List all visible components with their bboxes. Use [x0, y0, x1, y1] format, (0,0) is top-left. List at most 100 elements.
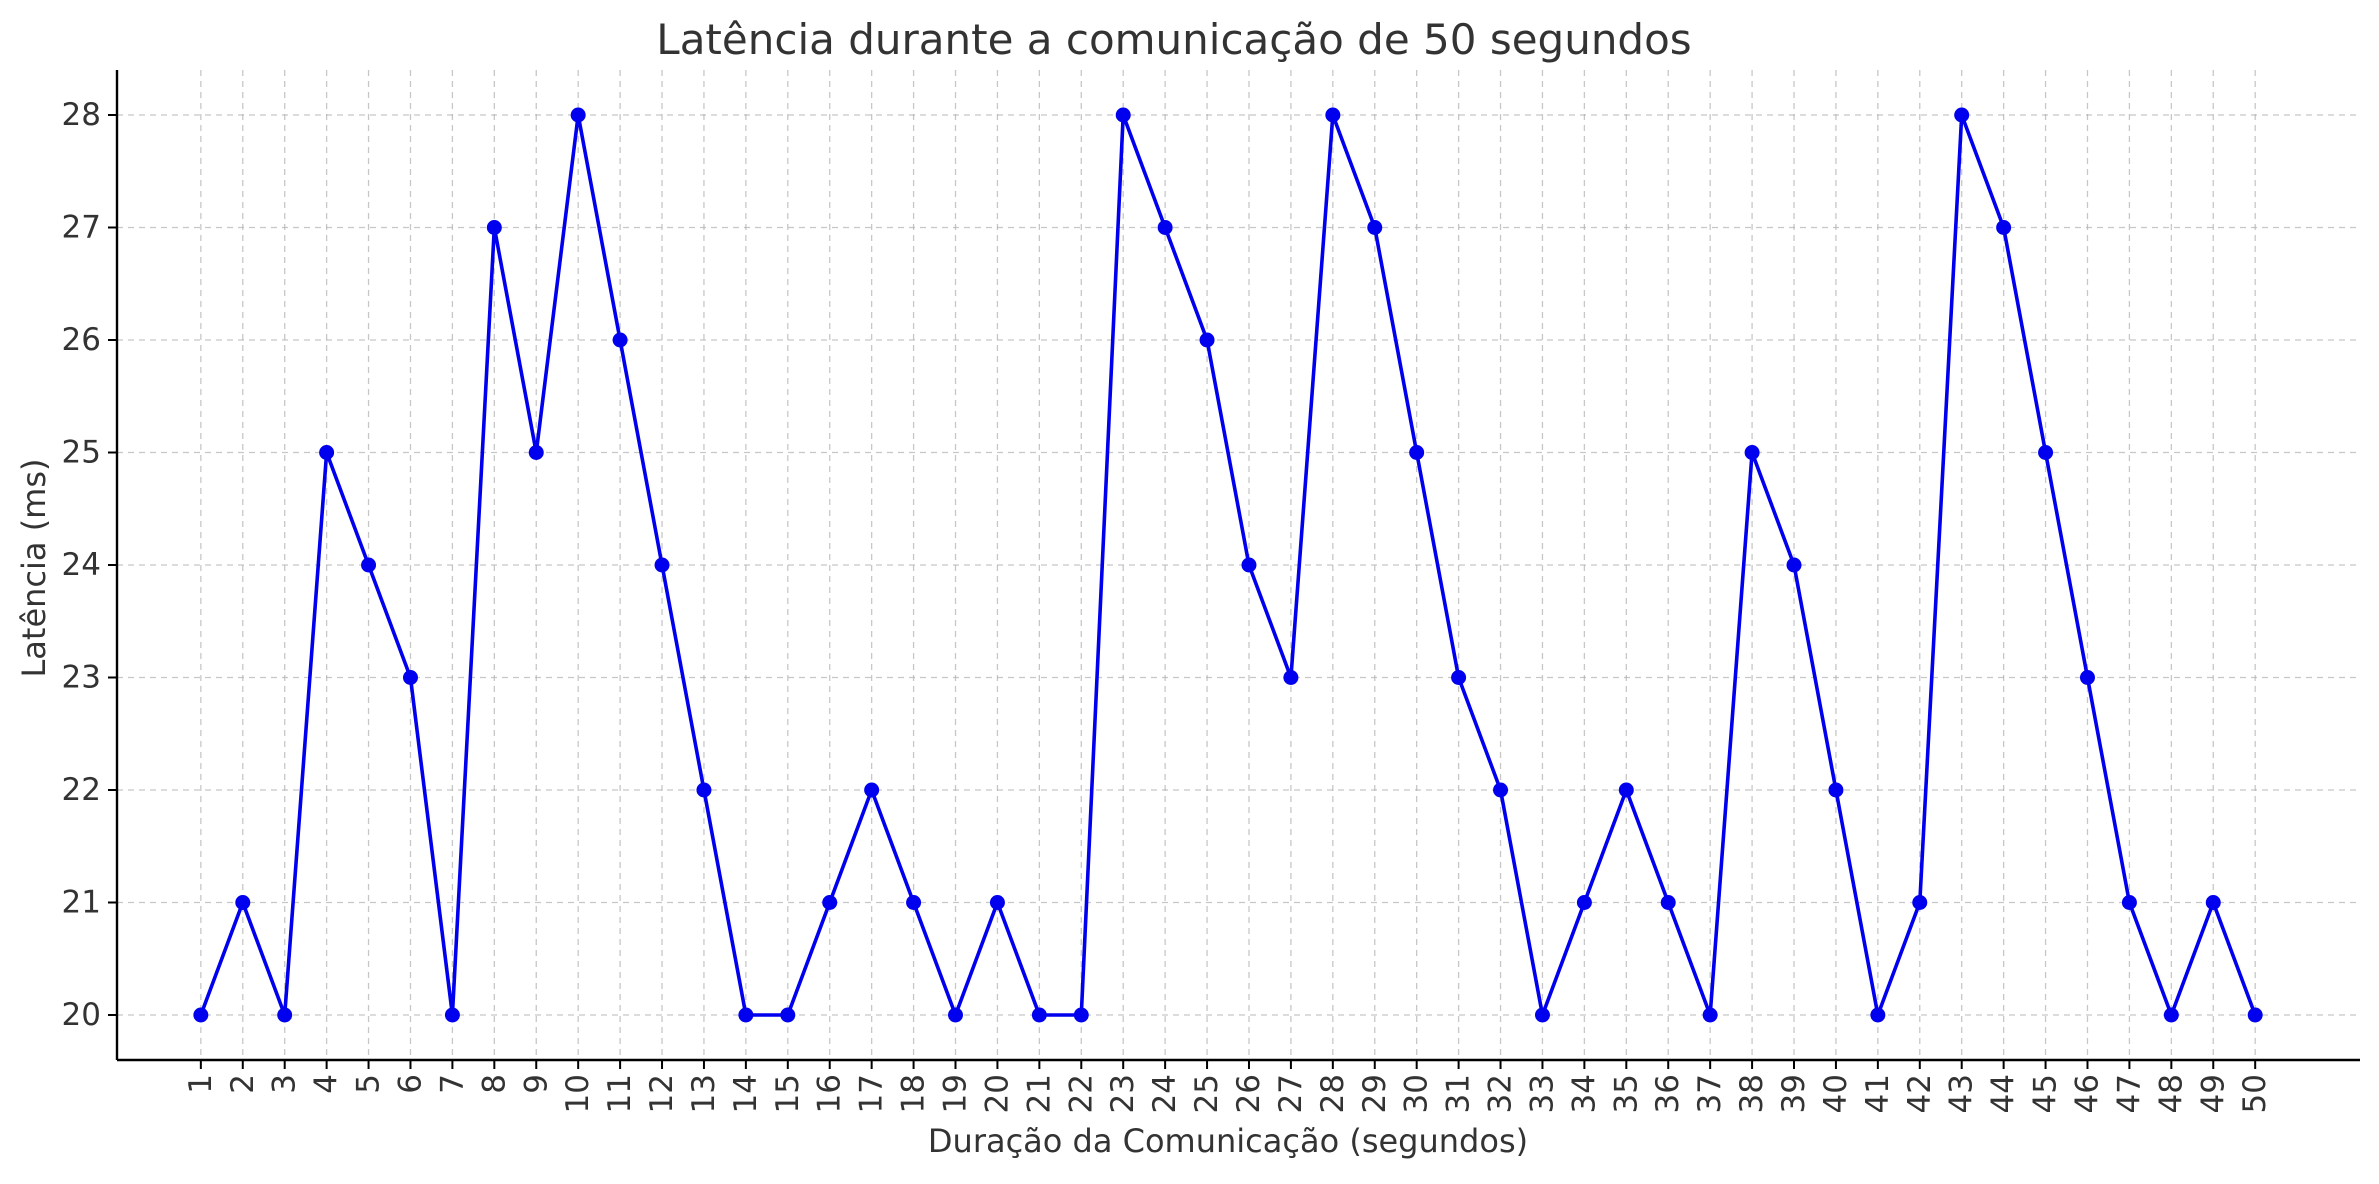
x-tick-label: 22	[1063, 1074, 1099, 1113]
x-tick-label: 31	[1441, 1074, 1477, 1113]
x-tick-label: 26	[1231, 1074, 1267, 1113]
data-point	[570, 107, 586, 123]
y-tick-label: 20	[62, 997, 101, 1033]
data-point	[1493, 782, 1509, 798]
x-tick-label: 3	[267, 1074, 303, 1094]
data-point	[235, 895, 251, 910]
x-tick-label: 48	[2153, 1074, 2189, 1113]
x-tick-label: 27	[1273, 1074, 1309, 1113]
data-point	[864, 782, 880, 798]
x-tick-label: 5	[351, 1074, 387, 1094]
data-point	[277, 1007, 293, 1023]
data-point	[2038, 445, 2054, 460]
data-point	[1912, 895, 1928, 910]
y-tick-label: 21	[62, 885, 101, 921]
data-point	[1241, 557, 1257, 573]
x-tick-label: 16	[812, 1074, 848, 1113]
x-tick-label: 37	[1692, 1074, 1728, 1113]
data-point	[1828, 782, 1844, 798]
x-tick-label: 15	[770, 1074, 806, 1113]
x-tick-label: 9	[518, 1074, 554, 1094]
data-point	[822, 895, 838, 910]
data-point	[2247, 1007, 2263, 1023]
data-point	[193, 1007, 209, 1023]
x-tick-label: 11	[602, 1074, 638, 1113]
x-axis-label: Duração da Comunicação (segundos)	[928, 1122, 1528, 1160]
x-tick-label: 39	[1776, 1074, 1812, 1113]
data-point	[948, 1007, 964, 1023]
x-tick-label: 14	[728, 1074, 764, 1113]
data-point	[444, 1007, 460, 1023]
data-point	[2079, 670, 2095, 685]
data-point	[1786, 557, 1802, 573]
x-tick-label: 7	[434, 1074, 470, 1094]
data-point	[1199, 332, 1215, 348]
x-tick-label: 40	[1818, 1074, 1854, 1113]
x-tick-label: 47	[2111, 1074, 2147, 1113]
x-axis-ticks: 1 2 3 4 5 6 7 8 9 10 11 12 13 14 15 16 17 18 19 20 21 22 23 24 2…	[183, 1060, 2273, 1113]
x-tick-label: 10	[560, 1074, 596, 1113]
y-tick-label: 22	[62, 772, 101, 808]
x-tick-label: 6	[392, 1074, 428, 1094]
x-tick-label: 19	[938, 1074, 974, 1113]
x-tick-label: 13	[686, 1074, 722, 1113]
x-tick-label: 46	[2069, 1074, 2105, 1113]
x-tick-label: 29	[1357, 1074, 1393, 1113]
data-point	[528, 445, 544, 460]
x-tick-label: 2	[225, 1074, 261, 1094]
chart-title: Latência durante a comunicação de 50 seg…	[656, 15, 1691, 64]
data-point	[319, 445, 335, 460]
y-gridlines	[117, 114, 2360, 1016]
x-tick-label: 24	[1147, 1074, 1183, 1113]
x-tick-label: 36	[1650, 1074, 1686, 1113]
x-tick-label: 33	[1524, 1074, 1560, 1113]
data-point	[1576, 895, 1592, 910]
x-tick-label: 35	[1608, 1074, 1644, 1113]
x-tick-label: 49	[2195, 1074, 2231, 1113]
x-tick-label: 42	[1902, 1074, 1938, 1113]
x-tick-label: 28	[1315, 1074, 1351, 1113]
data-point	[2163, 1007, 2179, 1023]
x-tick-label: 30	[1399, 1074, 1435, 1113]
x-tick-label: 38	[1734, 1074, 1770, 1113]
data-point	[361, 557, 377, 573]
data-point	[1702, 1007, 1718, 1023]
data-point	[654, 557, 670, 573]
y-tick-label: 23	[62, 660, 101, 696]
x-tick-label: 21	[1021, 1074, 1057, 1113]
x-tick-label: 8	[476, 1074, 512, 1094]
x-tick-label: 43	[1944, 1074, 1980, 1113]
data-point	[2121, 895, 2137, 910]
data-point	[2205, 895, 2221, 910]
x-tick-label: 34	[1566, 1074, 1602, 1113]
series-layer	[193, 107, 2263, 1023]
data-point	[1115, 107, 1131, 123]
y-tick-label: 26	[62, 322, 101, 358]
data-point	[402, 670, 418, 685]
x-tick-label: 20	[979, 1074, 1015, 1113]
data-point	[1660, 895, 1676, 910]
x-tick-label: 32	[1483, 1074, 1519, 1113]
y-tick-label: 25	[62, 435, 101, 471]
y-tick-label: 24	[62, 547, 101, 583]
data-point	[1534, 1007, 1550, 1023]
data-point	[1073, 1007, 1089, 1023]
series-line	[199, 113, 2257, 1017]
data-point	[989, 895, 1005, 910]
data-point	[780, 1007, 796, 1023]
data-point	[906, 895, 922, 910]
x-tick-label: 41	[1860, 1074, 1896, 1113]
data-point	[1996, 220, 2012, 235]
y-axis-ticks: 20 21 22 23 24 25 26 27 28	[62, 97, 117, 1033]
x-tick-label: 17	[854, 1074, 890, 1113]
x-tick-label: 50	[2237, 1074, 2273, 1113]
data-point	[1367, 220, 1383, 235]
x-tick-label: 44	[1986, 1074, 2022, 1113]
data-point	[1870, 1007, 1886, 1023]
data-point	[612, 332, 628, 348]
x-tick-label: 18	[896, 1074, 932, 1113]
data-point	[696, 782, 712, 798]
data-point	[1031, 1007, 1047, 1023]
data-point	[1157, 220, 1173, 235]
